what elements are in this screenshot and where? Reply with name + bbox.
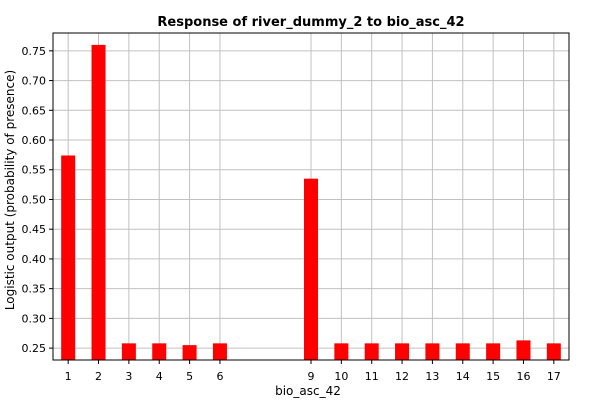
bar-10 [334, 343, 349, 360]
x-tick-label: 3 [125, 370, 132, 383]
bar-14 [455, 343, 470, 360]
bar-9 [304, 178, 318, 360]
bars [61, 44, 561, 361]
y-tick-label: 0.35 [22, 283, 47, 296]
x-tick-label: 16 [516, 370, 530, 383]
y-tick-label: 0.30 [22, 312, 47, 325]
bar-3 [121, 343, 136, 360]
bar-16 [516, 340, 531, 360]
bar-5 [182, 345, 197, 360]
chart-title: Response of river_dummy_2 to bio_asc_42 [157, 15, 464, 30]
y-tick-label: 0.65 [22, 104, 47, 117]
x-axis: 1 2 3 4 5 6 9 10 11 12 13 14 15 16 17 [65, 360, 561, 383]
x-tick-label: 4 [156, 370, 163, 383]
y-tick-label: 0.55 [22, 164, 47, 177]
y-tick-label: 0.40 [22, 253, 47, 266]
x-tick-label: 9 [308, 370, 315, 383]
y-axis-label: Logistic output (probability of presence… [3, 70, 17, 310]
bar-11 [364, 343, 379, 360]
x-tick-label: 6 [216, 370, 223, 383]
x-tick-label: 10 [334, 370, 348, 383]
bar-6 [212, 343, 227, 360]
bar-4 [152, 343, 167, 360]
x-tick-label: 12 [395, 370, 409, 383]
bar-1 [61, 155, 76, 360]
bar-15 [486, 343, 501, 360]
y-tick-label: 0.75 [22, 45, 47, 58]
bar-13 [425, 343, 440, 360]
x-tick-label: 2 [95, 370, 102, 383]
y-axis: 0.25 0.30 0.35 0.40 0.45 0.50 0.55 0.60 0.65 0.70… [22, 45, 53, 355]
y-tick-label: 0.45 [22, 223, 47, 236]
x-tick-label: 14 [456, 370, 470, 383]
y-tick-label: 0.70 [22, 75, 47, 88]
x-tick-label: 13 [425, 370, 439, 383]
x-tick-label: 11 [365, 370, 379, 383]
y-tick-label: 0.60 [22, 134, 47, 147]
bar-17 [546, 343, 561, 360]
y-tick-label: 0.25 [22, 342, 47, 355]
x-tick-label: 15 [486, 370, 500, 383]
x-axis-label: bio_asc_42 [275, 384, 341, 398]
bar-2 [91, 44, 106, 361]
bar-12 [395, 343, 410, 360]
x-tick-label: 1 [65, 370, 72, 383]
y-tick-label: 0.50 [22, 193, 47, 206]
x-tick-label: 17 [547, 370, 561, 383]
x-tick-label: 5 [186, 370, 193, 383]
